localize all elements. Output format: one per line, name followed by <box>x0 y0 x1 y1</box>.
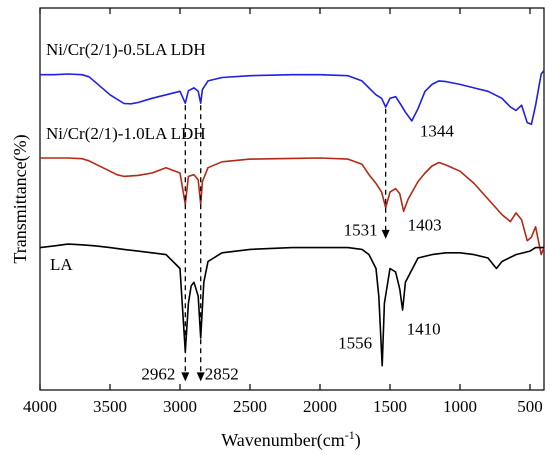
series-line <box>40 70 545 126</box>
x-tick-label: 2500 <box>233 397 267 416</box>
peak-arrow-head <box>181 372 190 382</box>
peak-label: 2852 <box>205 365 239 384</box>
x-axis-title: Wavenumber(cm-1) <box>221 428 361 451</box>
x-axis-title-close: ) <box>355 430 361 451</box>
peak-arrow-head <box>381 229 390 239</box>
x-tick-label: 1000 <box>443 397 477 416</box>
peak-label: 1556 <box>338 333 372 352</box>
series-line <box>39 243 544 367</box>
peak-label: 1531 <box>344 220 378 239</box>
x-tick-label: 1500 <box>373 397 407 416</box>
x-tick-label: 3500 <box>93 397 127 416</box>
peak-label: 1403 <box>408 215 442 234</box>
peak-label: 1344 <box>420 121 455 140</box>
series-line <box>40 157 545 256</box>
x-tick-label: 3000 <box>163 397 197 416</box>
peak-label: 2962 <box>141 365 175 384</box>
x-axis-title-sup: -1 <box>345 428 355 442</box>
x-axis: 4000 3500 3000 2500 2000 1500 1000 500 <box>23 8 543 416</box>
x-tick-label: 500 <box>517 397 543 416</box>
peak-arrow-head <box>196 372 205 382</box>
series-label-1.0LA: Ni/Cr(2/1)-1.0LA LDH <box>46 124 206 143</box>
x-axis-title-main: Wavenumber(cm <box>221 430 345 451</box>
x-tick-label: 2000 <box>303 397 337 416</box>
series-lines <box>39 70 545 367</box>
peak-label: 1410 <box>407 319 441 338</box>
series-label-0.5LA: Ni/Cr(2/1)-0.5LA LDH <box>46 40 206 59</box>
plot-frame <box>39 7 545 391</box>
peak-labels: 1344 1531 1403 1556 1410 2962 2852 <box>141 121 454 383</box>
series-label-LA: LA <box>50 255 73 274</box>
x-tick-label: 4000 <box>23 397 57 416</box>
peak-arrows <box>181 105 390 382</box>
y-axis-title: Transmittance(%) <box>10 134 31 263</box>
